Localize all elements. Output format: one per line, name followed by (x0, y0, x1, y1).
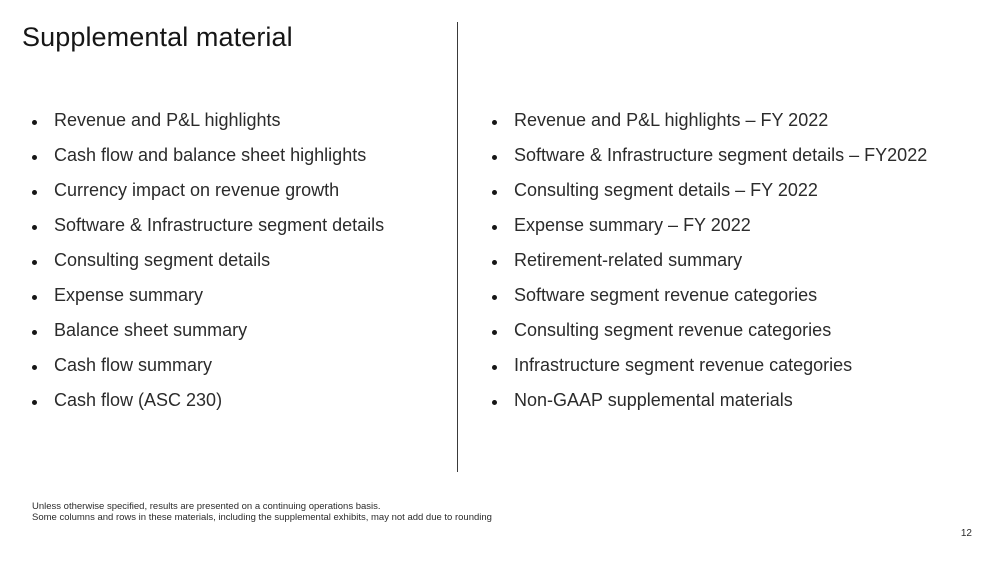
list-item-label: Consulting segment details – FY 2022 (514, 180, 818, 200)
list-item: Consulting segment details – FY 2022 (492, 173, 927, 208)
page-number: 12 (960, 528, 972, 539)
list-item: Software & Infrastructure segment detail… (32, 208, 384, 243)
list-item-label: Software segment revenue categories (514, 285, 818, 305)
bullet-dot-icon (32, 399, 37, 405)
bullet-dot-icon (492, 329, 497, 335)
list-item: Software segment revenue categories (492, 278, 927, 313)
list-item: Cash flow summary (32, 348, 384, 383)
bullet-dot-icon (32, 329, 37, 335)
column-divider (457, 22, 458, 472)
list-item-label: Expense summary (54, 285, 204, 305)
bullet-dot-icon (32, 364, 37, 370)
list-item: Revenue and P&L highlights (32, 103, 384, 138)
bullet-dot-icon (32, 224, 37, 230)
list-item-label: Revenue and P&L highlights – FY 2022 (514, 110, 829, 130)
list-item: Currency impact on revenue growth (32, 173, 384, 208)
bullet-dot-icon (492, 399, 497, 405)
list-item-label: Software & Infrastructure segment detail… (514, 145, 928, 165)
list-item: Expense summary (32, 278, 384, 313)
left-bullet-list: Revenue and P&L highlights Cash flow and… (32, 103, 384, 418)
list-item-label: Infrastructure segment revenue categorie… (514, 355, 853, 375)
list-item: Cash flow and balance sheet highlights (32, 138, 384, 173)
list-item-label: Currency impact on revenue growth (54, 180, 340, 200)
list-item: Expense summary – FY 2022 (492, 208, 927, 243)
bullet-dot-icon (492, 224, 497, 230)
slide-title: Supplemental material (22, 22, 293, 52)
bullet-dot-icon (32, 154, 37, 160)
footnote-line: Unless otherwise specified, results are … (32, 501, 381, 512)
bullet-dot-icon (492, 294, 497, 300)
bullet-dot-icon (32, 189, 37, 195)
list-item: Cash flow (ASC 230) (32, 383, 384, 418)
list-item: Software & Infrastructure segment detail… (492, 138, 927, 173)
list-item: Revenue and P&L highlights – FY 2022 (492, 103, 927, 138)
list-item-label: Consulting segment revenue categories (514, 320, 832, 340)
list-item-label: Cash flow and balance sheet highlights (54, 145, 367, 165)
bullet-dot-icon (32, 294, 37, 300)
footnote-line: Some columns and rows in these materials… (32, 512, 492, 523)
bullet-dot-icon (492, 154, 497, 160)
list-item-label: Cash flow (ASC 230) (54, 390, 223, 410)
list-item-label: Retirement-related summary (514, 250, 743, 270)
list-item: Infrastructure segment revenue categorie… (492, 348, 927, 383)
footnotes: Unless otherwise specified, results are … (32, 501, 492, 523)
list-item: Balance sheet summary (32, 313, 384, 348)
list-item: Non-GAAP supplemental materials (492, 383, 927, 418)
list-item-label: Software & Infrastructure segment detail… (54, 215, 385, 235)
list-item-label: Consulting segment details (54, 250, 271, 270)
bullet-dot-icon (32, 259, 37, 265)
bullet-dot-icon (492, 364, 497, 370)
list-item: Consulting segment revenue categories (492, 313, 927, 348)
list-item-label: Expense summary – FY 2022 (514, 215, 751, 235)
bullet-dot-icon (492, 119, 497, 125)
list-item-label: Revenue and P&L highlights (54, 110, 281, 130)
bullet-dot-icon (492, 189, 497, 195)
list-item-label: Non-GAAP supplemental materials (514, 390, 793, 410)
list-item-label: Balance sheet summary (54, 320, 248, 340)
list-item-label: Cash flow summary (54, 355, 213, 375)
bullet-dot-icon (492, 259, 497, 265)
list-item: Consulting segment details (32, 243, 384, 278)
right-bullet-list: Revenue and P&L highlights – FY 2022 Sof… (492, 103, 927, 418)
bullet-dot-icon (32, 119, 37, 125)
list-item: Retirement-related summary (492, 243, 927, 278)
